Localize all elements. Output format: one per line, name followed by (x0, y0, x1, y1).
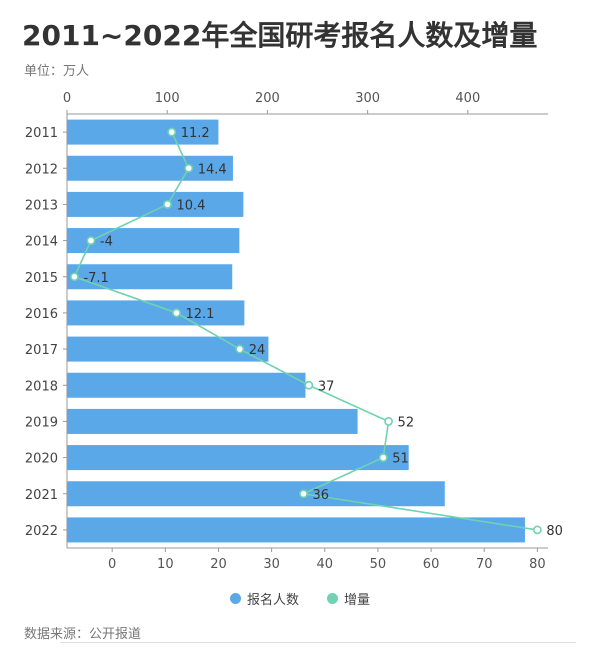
category-label: 2020 (25, 452, 58, 467)
legend-item-registrations[interactable]: 报名人数 (229, 589, 299, 608)
category-label: 2013 (25, 198, 58, 213)
data-source: 数据来源：公开报道 (24, 627, 142, 642)
increase-point (70, 272, 79, 282)
increase-point (299, 489, 308, 499)
bottom-tick-label: 10 (157, 557, 174, 570)
category-label: 2015 (25, 271, 58, 286)
data-label: 14.4 (198, 162, 227, 177)
data-label: -4 (100, 235, 113, 250)
bar (67, 517, 525, 543)
data-label: 10.4 (176, 198, 205, 213)
unit-label: 单位：万人 (24, 64, 90, 79)
bottom-tick-label: 20 (210, 557, 227, 570)
data-label: 37 (318, 379, 335, 394)
category-label: 2017 (25, 343, 58, 358)
category-label: 2019 (25, 415, 58, 430)
increase-point (532, 525, 542, 535)
bottom-tick-label: 0 (108, 557, 116, 570)
bar (67, 264, 233, 290)
bar (67, 408, 358, 434)
data-label: 80 (546, 524, 563, 539)
bar (67, 300, 245, 326)
bar (67, 336, 269, 362)
bottom-tick-label: 80 (529, 557, 546, 570)
bottom-tick-label: 30 (263, 557, 280, 570)
data-label: 51 (392, 452, 409, 467)
bar-line-chart: 0 100 200 300 400 0 10 20 30 40 50 60 70 80 2011 2012 20… (25, 91, 563, 570)
top-tick-label: 0 (63, 91, 71, 106)
increase-line (73, 131, 538, 531)
legend-swatch-bar (229, 593, 241, 604)
top-tick-label: 100 (155, 91, 180, 106)
legend-swatch-line (327, 593, 338, 604)
increase-point (86, 236, 96, 245)
category-label: 2012 (25, 162, 58, 177)
legend-label: 报名人数 (246, 593, 299, 608)
category-label: 2018 (25, 379, 58, 394)
bottom-tick-label: 60 (423, 557, 440, 570)
category-label: 2021 (25, 488, 58, 503)
data-label: 11.2 (181, 126, 210, 141)
top-tick-label: 300 (355, 91, 380, 106)
bar (67, 481, 445, 507)
bar (67, 191, 244, 217)
data-label: 12.1 (185, 307, 214, 322)
increase-point (163, 200, 172, 209)
category-label: 2022 (25, 524, 58, 539)
data-label: 36 (313, 488, 330, 503)
bar (67, 372, 306, 398)
bar (67, 155, 233, 181)
category-label: 2016 (25, 307, 58, 322)
increase-point (384, 417, 393, 426)
chart-title: 2011~2022年全国研考报名人数及增量 (22, 19, 538, 52)
category-label: 2014 (25, 235, 58, 250)
data-label: 24 (249, 343, 266, 358)
top-tick-label: 200 (255, 91, 280, 106)
increase-point (172, 308, 181, 318)
bar (67, 228, 240, 254)
data-label: 52 (398, 415, 415, 430)
bottom-tick-label: 50 (370, 557, 387, 570)
bar (67, 119, 219, 145)
legend: 报名人数 增量 (0, 589, 600, 608)
bottom-tick-label: 70 (476, 557, 493, 570)
top-tick-label: 400 (455, 91, 480, 106)
increase-point (235, 344, 245, 354)
increase-point (304, 380, 314, 390)
legend-item-increase[interactable]: 增量 (327, 589, 370, 608)
footer-divider (60, 642, 576, 643)
increase-point (167, 127, 177, 137)
bar (67, 445, 409, 471)
data-label: -7.1 (83, 271, 108, 286)
category-label: 2011 (25, 126, 58, 141)
increase-point (378, 453, 388, 462)
increase-point (184, 163, 194, 173)
legend-label: 增量 (344, 593, 371, 608)
bottom-tick-label: 40 (317, 557, 334, 570)
